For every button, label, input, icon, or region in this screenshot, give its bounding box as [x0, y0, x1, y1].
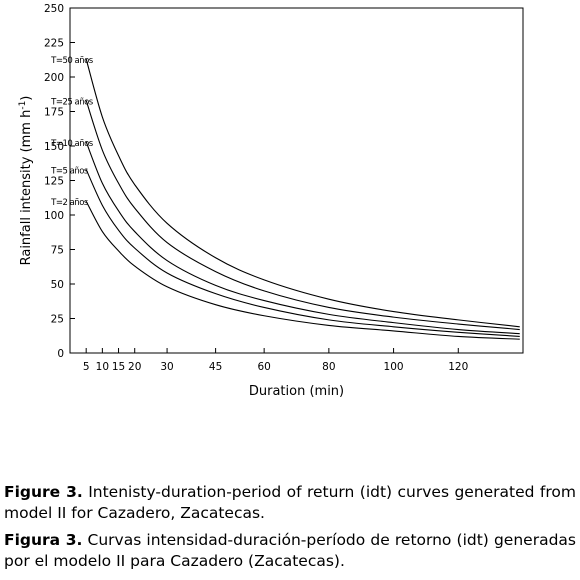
curve-labels: T=50 años T=25 años T=10 años T=5 años T=2 a… [50, 56, 94, 208]
x-tick-label: 60 [257, 361, 270, 373]
y-tick-label: 100 [44, 210, 64, 222]
y-tick-label: 75 [51, 245, 64, 257]
x-tick-label: 10 [96, 361, 109, 373]
figure-caption-english: Figure 3. Intenisty-duration-period of r… [4, 482, 576, 524]
idt-curves [85, 58, 520, 340]
plot-frame [69, 7, 524, 354]
x-axis-ticks: 5 10 15 20 30 45 60 80 100 120 [83, 348, 468, 373]
x-tick-label: 45 [209, 361, 222, 373]
y-axis-title-close: ) [19, 96, 34, 101]
y-axis-ticks: 0 25 50 75 100 125 150 175 200 225 250 [44, 3, 75, 360]
y-tick-label: 125 [44, 176, 64, 188]
x-tick-label: 15 [112, 361, 125, 373]
y-tick-label: 250 [44, 3, 64, 15]
idt-curve-line [85, 58, 520, 328]
x-tick-label: 80 [322, 361, 335, 373]
y-axis-title-main: Rainfall intensity (mm h [19, 110, 34, 266]
figure-caption-spanish: Figura 3. Curvas intensidad-duración-per… [4, 530, 576, 572]
curve-label: T=10 años [50, 139, 94, 149]
x-axis-title: Duration (min) [249, 384, 344, 399]
idt-chart: 5 10 15 20 30 45 60 80 100 120 0 25 50 75 100 125 150 17… [18, 3, 524, 399]
y-axis-title-superscript: -1 [18, 101, 28, 110]
x-tick-label: 120 [448, 361, 468, 373]
y-tick-label: 0 [57, 348, 64, 360]
curve-label: T=25 años [50, 97, 94, 107]
x-tick-label: 20 [128, 361, 141, 373]
idt-curve-line [85, 200, 520, 340]
plot-area-border [69, 7, 524, 354]
curve-label: T=50 años [50, 56, 94, 66]
x-tick-label: 30 [160, 361, 173, 373]
y-tick-label: 225 [44, 38, 64, 50]
x-tick-label: 5 [83, 361, 90, 373]
curve-label: T=2 años [50, 198, 89, 208]
y-axis-title: Rainfall intensity (mm h-1) [18, 96, 34, 266]
idt-curve-line [85, 141, 520, 335]
caption-es-label: Figura 3. [4, 531, 83, 549]
x-tick-label: 100 [384, 361, 404, 373]
y-tick-label: 200 [44, 72, 64, 84]
caption-en-text: Intenisty-duration-period of return (idt… [4, 483, 577, 522]
y-tick-label: 25 [51, 314, 64, 326]
y-tick-label: 175 [44, 107, 64, 119]
y-tick-label: 150 [44, 141, 64, 153]
caption-en-label: Figure 3. [4, 483, 83, 501]
y-tick-label: 50 [51, 279, 64, 291]
curve-label: T=5 años [50, 166, 89, 176]
caption-es-text: Curvas intensidad-duración-período de re… [4, 531, 576, 570]
idt-curve-line [85, 100, 520, 331]
idt-curve-line [85, 169, 520, 337]
